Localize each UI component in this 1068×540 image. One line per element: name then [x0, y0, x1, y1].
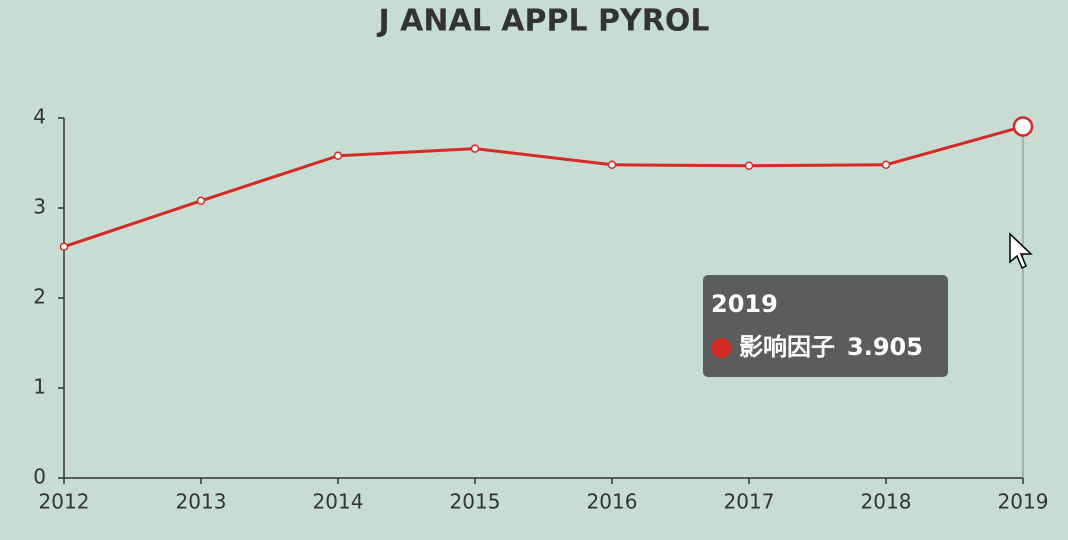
x-tick-label: 2017	[724, 490, 775, 514]
tooltip: 2019 影响因子 3.905	[703, 275, 948, 377]
x-tick-label: 2014	[313, 490, 364, 514]
line-series	[63, 125, 1024, 249]
y-tick-label: 4	[33, 105, 46, 129]
tooltip-series: 影响因子	[739, 333, 835, 361]
tooltip-value: 3.905	[847, 333, 923, 361]
x-tick-label: 2018	[861, 490, 912, 514]
y-tick-label: 0	[33, 465, 46, 489]
chart-title: J ANAL APPL PYROL	[377, 4, 710, 39]
data-point	[59, 242, 69, 251]
x-tick-label: 2015	[450, 490, 501, 514]
x-tick-label: 2013	[176, 490, 227, 514]
y-tick-label: 1	[33, 375, 46, 399]
data-point	[333, 151, 343, 161]
data-point	[1012, 116, 1034, 137]
tooltip-marker	[711, 338, 731, 358]
data-point	[196, 196, 206, 206]
y-tick-label: 2	[33, 285, 46, 309]
x-tick-label: 2019	[998, 490, 1049, 514]
x-tick-label: 2012	[39, 490, 90, 514]
tooltip-box	[703, 275, 948, 377]
plot-area: 0 1 2 3 4 2012 2013 2014 2015 2016 2017 2018 2019	[33, 105, 1048, 514]
data-point	[881, 160, 891, 170]
data-point	[744, 161, 754, 170]
y-tick-label: 3	[33, 195, 46, 219]
tooltip-title: 2019	[711, 290, 778, 318]
data-point	[470, 144, 480, 153]
data-point	[607, 160, 617, 170]
tooltip-label: 影响因子 3.905	[739, 333, 923, 361]
cursor	[1009, 232, 1033, 270]
x-tick-label: 2016	[587, 490, 638, 514]
